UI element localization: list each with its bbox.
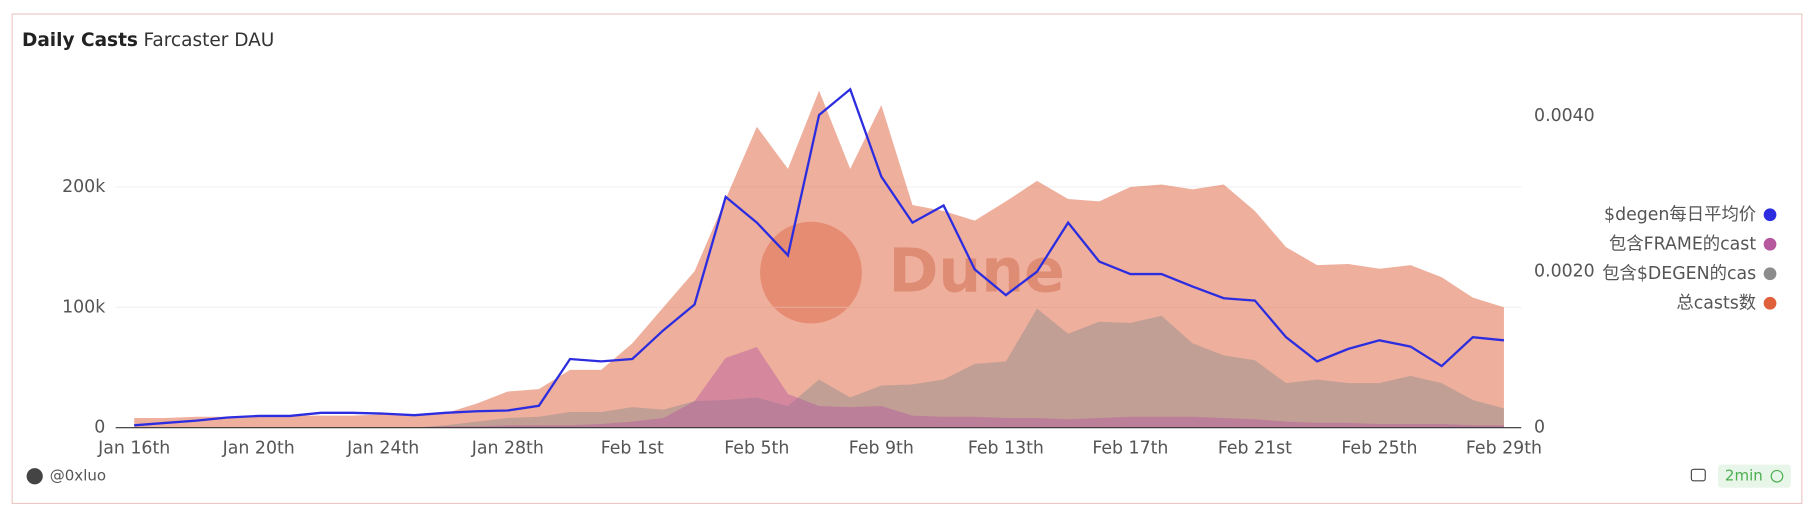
legend-swatch [1763, 237, 1777, 251]
y-tick-label: 0 [94, 418, 105, 438]
y-tick-label: 100k [62, 297, 105, 317]
x-tick-label: Feb 29th [1466, 438, 1542, 458]
y2-tick-label: 0 [1534, 418, 1545, 438]
x-tick-label: Feb 1st [601, 438, 664, 458]
legend-label: $degen每日平均价 [1604, 205, 1756, 225]
x-tick-label: Jan 16th [97, 438, 170, 458]
frame [11, 13, 1803, 504]
tab[interactable]: Daily Casts [22, 30, 138, 51]
legend-label: 总casts数 [1676, 293, 1756, 313]
x-tick-label: Feb 5th [724, 438, 789, 458]
legend-swatch [1763, 208, 1777, 222]
legend-swatch [1763, 296, 1777, 310]
y2-tick-label: 0.0040 [1534, 106, 1595, 126]
x-tick-label: Feb 21st [1218, 438, 1292, 458]
camera-icon[interactable] [1690, 468, 1706, 482]
x-tick-label: Feb 9th [849, 438, 914, 458]
age: 2min [1725, 467, 1763, 485]
x-tick-label: Feb 25th [1341, 438, 1417, 458]
x-tick-label: Jan 20th [222, 438, 295, 458]
area [134, 308, 1504, 428]
age-badge [1717, 464, 1791, 488]
area [134, 90, 1504, 428]
x-tick-label: Jan 28th [471, 438, 544, 458]
legend-label: 包含$DEGEN的cas [1602, 264, 1756, 284]
line [134, 87, 1505, 427]
check-icon [1770, 469, 1784, 483]
y2-tick-label: 0.0020 [1534, 262, 1595, 282]
x-tick-label: Feb 17th [1092, 438, 1168, 458]
legend-swatch [1763, 267, 1777, 281]
x-tick-label: Feb 13th [968, 438, 1044, 458]
area [134, 347, 1504, 428]
x-tick-label: Jan 24th [346, 438, 419, 458]
avatar [26, 468, 43, 485]
legend-label: 包含FRAME的cast [1609, 234, 1756, 254]
y-tick-label: 200k [62, 177, 105, 197]
author[interactable]: @0xluo [50, 467, 106, 485]
tab[interactable]: Farcaster DAU [143, 30, 274, 51]
